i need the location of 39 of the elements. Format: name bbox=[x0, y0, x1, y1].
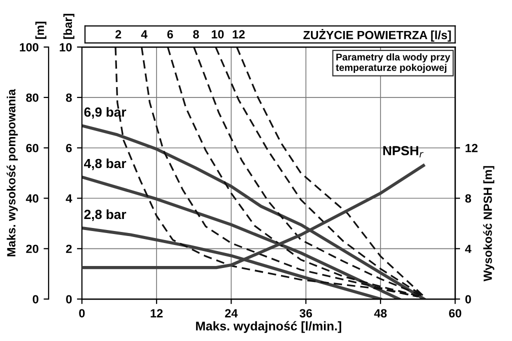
series-label: 2 bbox=[115, 30, 122, 38]
x-axis-title: Maks. wydajność [l/min.] bbox=[196, 321, 342, 333]
series-label: 4,8 bar bbox=[84, 158, 126, 170]
series-label: 4 bbox=[141, 30, 148, 38]
y2-axis-title: Wysokość NPSH [m] bbox=[483, 166, 494, 282]
y-axis-title: Maks. wysokość pompowania bbox=[6, 89, 18, 256]
x-tick-label: 60 bbox=[449, 309, 462, 318]
y3-tick-label: 60 bbox=[26, 144, 38, 152]
x-tick-label: 12 bbox=[150, 309, 163, 318]
y2-tick-label: 8 bbox=[465, 194, 472, 203]
x-tick-label: 48 bbox=[374, 309, 387, 318]
y3-tick-label: 0 bbox=[32, 295, 38, 304]
series-label: 8 bbox=[193, 30, 199, 38]
x2-axis-title: ZUŻYCIE POWIETRZA [l/s] bbox=[303, 29, 451, 42]
y-tick-label: 0 bbox=[66, 295, 72, 304]
y-tick-label: 4 bbox=[66, 194, 72, 203]
x-tick-label: 36 bbox=[300, 309, 312, 318]
y2-tick-label: 4 bbox=[465, 244, 472, 253]
y-tick-label: 6 bbox=[66, 144, 72, 152]
y-tick-label: 2 bbox=[66, 244, 72, 253]
y3-tick-label: 100 bbox=[20, 43, 38, 52]
annotation: Parametry dla wody przy temperaturze pokojowej bbox=[336, 53, 450, 73]
y3-tick-label: 20 bbox=[26, 244, 38, 254]
y2-tick-label: 0 bbox=[465, 295, 471, 304]
series-label: 10 bbox=[212, 30, 224, 38]
series-label: 6,9 bar bbox=[84, 107, 126, 119]
y3-tick-label: 40 bbox=[26, 194, 38, 203]
y3-axis-title: [m] bbox=[35, 22, 46, 39]
y-tick-label: 10 bbox=[60, 43, 72, 52]
series-label: 6 bbox=[167, 30, 173, 38]
y3-tick-label: 80 bbox=[26, 93, 38, 102]
y2-tick-label: 12 bbox=[466, 144, 478, 152]
x-tick-label: 0 bbox=[79, 309, 85, 318]
x-tick-label: 24 bbox=[225, 309, 238, 318]
series-label: NPSH$_{r}$ bbox=[383, 146, 424, 158]
series-label: 12 bbox=[232, 30, 245, 38]
y-tick-label: 8 bbox=[66, 93, 72, 102]
text: [bar] bbox=[63, 14, 74, 39]
series-label: 2,8 bar bbox=[84, 209, 126, 221]
